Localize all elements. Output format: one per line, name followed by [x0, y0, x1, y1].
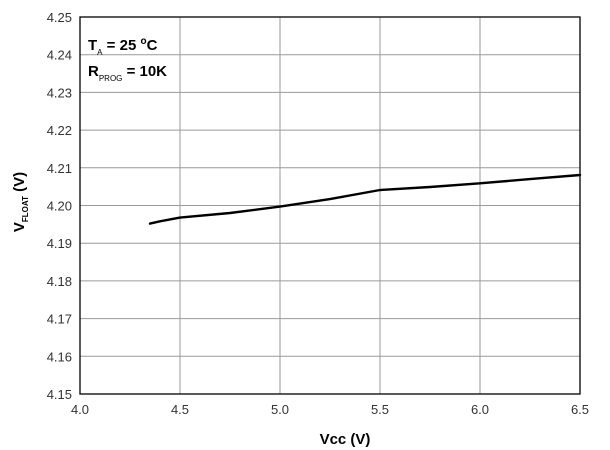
annotation-resistor-value: = 10K — [122, 63, 167, 80]
annotation-temperature-value: = 25 — [103, 37, 141, 54]
x-tick-label: 4.5 — [171, 402, 189, 417]
x-tick-labels: 4.0 4.5 5.0 5.5 6.0 6.5 — [71, 402, 589, 417]
annotation-temperature-sub: A — [97, 48, 103, 57]
y-tick-label: 4.21 — [47, 161, 72, 176]
y-tick-label: 4.24 — [47, 48, 72, 63]
y-tick-label: 4.25 — [47, 10, 72, 25]
y-tick-label: 4.15 — [47, 387, 72, 402]
y-axis-title-sub: FLOAT — [21, 196, 30, 222]
y-tick-label: 4.20 — [47, 199, 72, 214]
annotation-temperature-main: T — [88, 37, 97, 54]
y-tick-label: 4.16 — [47, 349, 72, 364]
annotation-resistor: RPROG = 10K — [88, 63, 167, 83]
series-layer — [148, 173, 582, 225]
y-tick-label: 4.22 — [47, 123, 72, 138]
x-tick-label: 6.0 — [471, 402, 489, 417]
x-tick-label: 5.0 — [271, 402, 289, 417]
x-axis-title: Vcc (V) — [320, 431, 371, 448]
y-axis-title-main: V — [11, 222, 28, 232]
annotation-resistor-main: R — [88, 63, 99, 80]
y-tick-label: 4.19 — [47, 236, 72, 251]
x-tick-label: 6.5 — [571, 402, 589, 417]
annotation-temperature-unit: C — [147, 37, 158, 54]
annotations: TA = 25 oC RPROG = 10K — [88, 36, 167, 83]
annotation-temperature-degree: o — [140, 36, 146, 47]
y-axis-title: VFLOAT (V) — [11, 172, 30, 232]
y-tick-labels: 4.15 4.16 4.17 4.18 4.19 4.20 4.21 4.22 4.23 4.24… — [47, 10, 72, 402]
series-line — [148, 173, 582, 225]
x-tick-label: 5.5 — [371, 402, 389, 417]
annotation-temperature: TA = 25 oC — [88, 36, 158, 57]
plot-frame — [79, 16, 581, 395]
y-tick-label: 4.17 — [47, 312, 72, 327]
x-tick-label: 4.0 — [71, 402, 89, 417]
annotation-resistor-sub: PROG — [99, 74, 123, 83]
y-axis-title-unit: (V) — [11, 172, 28, 196]
y-tick-label: 4.18 — [47, 274, 72, 289]
y-tick-label: 4.23 — [47, 85, 72, 100]
